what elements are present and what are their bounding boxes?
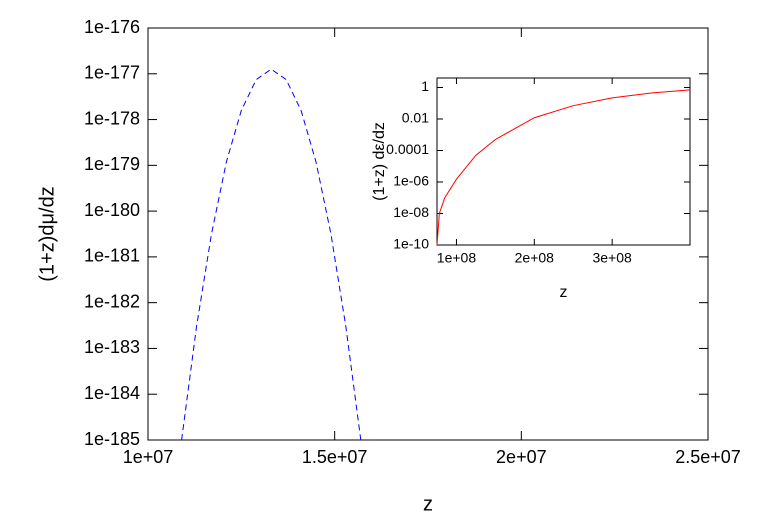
plot-frame (436, 77, 691, 246)
x-axis-label: z (423, 493, 433, 515)
x-tick-label: 1e+08 (437, 250, 477, 266)
y-axis-label: (1+z) dε/dz (371, 122, 388, 201)
y-tick-label: 1 (421, 78, 429, 94)
x-tick-label: 3e+08 (592, 250, 632, 266)
y-tick-label: 1e-181 (84, 246, 140, 266)
y-tick-label: 1e-10 (393, 236, 429, 252)
y-tick-label: 1e-177 (84, 63, 140, 83)
y-tick-label: 0.0001 (386, 141, 429, 157)
y-tick-label: 1e-184 (84, 383, 140, 403)
x-tick-label: 2e+07 (496, 447, 547, 467)
y-tick-label: 1e-180 (84, 200, 140, 220)
data-line (436, 89, 691, 246)
y-tick-label: 1e-176 (84, 17, 140, 37)
y-tick-label: 1e-08 (393, 204, 429, 220)
y-tick-label: 1e-179 (84, 154, 140, 174)
y-tick-label: 0.01 (402, 110, 429, 126)
y-axis-label: (1+z)dμ/dz (36, 186, 58, 281)
y-tick-label: 1e-182 (84, 291, 140, 311)
x-axis-label: z (560, 284, 568, 301)
x-tick-label: 1.5e+07 (302, 447, 368, 467)
y-tick-label: 1e-06 (393, 173, 429, 189)
x-tick-label: 2e+08 (515, 250, 555, 266)
y-tick-label: 1e-178 (84, 108, 140, 128)
y-tick-label: 1e-183 (84, 337, 140, 357)
x-tick-label: 1e+07 (123, 447, 174, 467)
x-tick-label: 2.5e+07 (675, 447, 741, 467)
y-tick-label: 1e-185 (84, 429, 140, 449)
